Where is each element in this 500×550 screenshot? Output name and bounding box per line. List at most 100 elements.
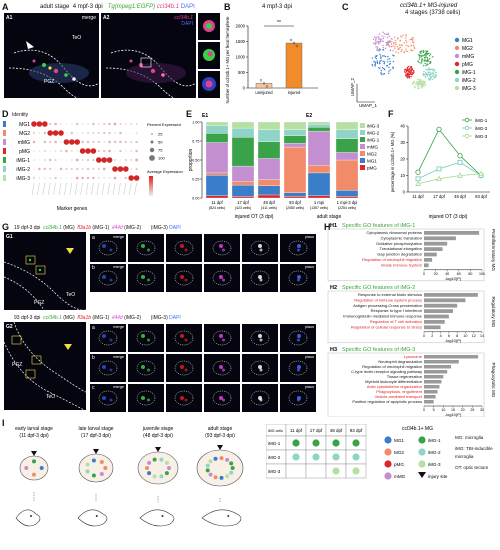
umap-point <box>405 44 407 47</box>
dot-mark <box>60 141 62 143</box>
umap-point <box>390 45 393 48</box>
g-tile-plaus: plaus <box>304 265 314 269</box>
dot-mark <box>101 157 107 163</box>
umap-point <box>410 44 413 47</box>
b-point <box>259 79 263 82</box>
umap-point <box>391 41 393 43</box>
h-bar <box>424 360 459 364</box>
e-bar-seg <box>307 130 331 166</box>
h-tick: 100 <box>479 272 485 276</box>
b-point <box>265 85 269 88</box>
umap-point <box>421 82 424 85</box>
dot-mark <box>135 123 138 125</box>
e-bar-seg <box>205 175 229 196</box>
dot-mark <box>135 132 138 134</box>
e-legend-swatch <box>360 137 365 142</box>
dot-mark <box>130 141 133 143</box>
dot-mark <box>123 166 129 172</box>
i-legend-label: iMG-1 <box>428 438 441 443</box>
i-legend-swatch <box>418 448 426 456</box>
e-bar-seg <box>307 172 331 196</box>
i-table-row: iMG-3 <box>268 469 281 474</box>
h-tick: 40 <box>445 272 449 276</box>
h-tick: 12 <box>472 334 476 338</box>
i-injury-arrow-icon <box>93 449 99 454</box>
umap-point <box>417 87 419 90</box>
dot-row-color <box>3 148 6 154</box>
dot-mark <box>69 139 75 145</box>
umap-point <box>383 62 385 65</box>
h-title: Specific GO features of iMG-3 <box>342 347 415 353</box>
h-sublabel: H1 <box>330 223 337 229</box>
dot-mark <box>38 150 41 152</box>
umap-point <box>386 36 389 39</box>
umap-point <box>373 60 375 63</box>
f-point <box>415 169 421 175</box>
umap-point <box>426 53 429 56</box>
umap-point <box>383 67 385 70</box>
i-cell <box>167 466 171 470</box>
umap-point <box>423 64 425 67</box>
dot-mark <box>124 158 127 162</box>
umap-point <box>405 70 408 72</box>
umap-point <box>378 47 381 50</box>
dot-mark <box>65 123 68 125</box>
h-term: Myeloid leukocyte differentiation <box>365 379 422 384</box>
umap-point <box>389 40 391 42</box>
f-point <box>457 172 463 178</box>
h-tick: 15 <box>451 408 455 412</box>
umap-point <box>382 55 384 57</box>
umap-legend-swatch <box>454 77 460 83</box>
dot-mark <box>103 177 106 179</box>
umap-point <box>375 57 378 60</box>
f-point <box>415 176 421 182</box>
e-bar-seg <box>307 124 331 128</box>
dot-mark <box>90 148 97 154</box>
umap-point <box>418 87 420 90</box>
umap-point <box>426 75 429 77</box>
dot-mark <box>85 148 91 154</box>
umap-point <box>425 64 427 67</box>
umap-point <box>392 45 394 47</box>
dot-mark <box>65 159 68 161</box>
h-term: Regulation of neutrophil migration <box>362 257 422 262</box>
umap-point <box>401 36 403 38</box>
i-legend-swatch <box>384 448 392 456</box>
b-bar-injured <box>285 42 303 89</box>
panel-i-schematic: early larval stage(11 dpf-3 dpi) late lar… <box>15 426 244 527</box>
dot-mark <box>81 123 84 125</box>
g-tile <box>204 264 240 292</box>
umap-point <box>376 49 378 51</box>
g-tile-letter: c <box>92 385 95 391</box>
b-bar-uninjured <box>255 83 273 89</box>
dot-mark <box>81 132 84 134</box>
umap-point <box>379 38 381 40</box>
umap-point <box>422 51 425 54</box>
f-xlabel: injured OT (3 dpi) <box>429 214 468 220</box>
umap-point <box>398 48 400 50</box>
panel-c-title: ccl34b.1+ MG-injured <box>400 3 458 9</box>
e-bar-seg <box>231 121 255 129</box>
umap-point <box>405 41 408 43</box>
umap-legend-swatch <box>454 53 460 59</box>
i-stage-name: early larval stage <box>15 426 53 432</box>
panel-i-legend: ccl34b.1+ MG MG1 iMG-1 MG2 iMG-2 pMG iMG-3 mMG i… <box>384 426 448 480</box>
arrowhead-icon <box>26 41 34 49</box>
dotplot-legend-pct: Percent Expressed <box>147 122 181 127</box>
i-table-mark <box>312 453 320 461</box>
e-count: (423 cells) <box>235 206 251 210</box>
umap-point <box>413 80 415 83</box>
h-bar <box>424 258 433 262</box>
umap-point <box>419 56 421 59</box>
umap-point <box>410 66 413 68</box>
dot-mark <box>70 131 74 135</box>
g-tile-merge: merge <box>113 325 124 329</box>
umap-point <box>406 75 409 77</box>
dot-legend-size <box>149 155 155 161</box>
g1-pgz: PGZ <box>34 300 45 306</box>
dot-mark <box>31 121 37 127</box>
e-bar-seg <box>205 195 229 199</box>
h-tick: 14 <box>480 334 484 338</box>
dot-mark <box>97 140 100 144</box>
micrograph-g1-overview: G1 TeO PGZ <box>4 232 86 310</box>
